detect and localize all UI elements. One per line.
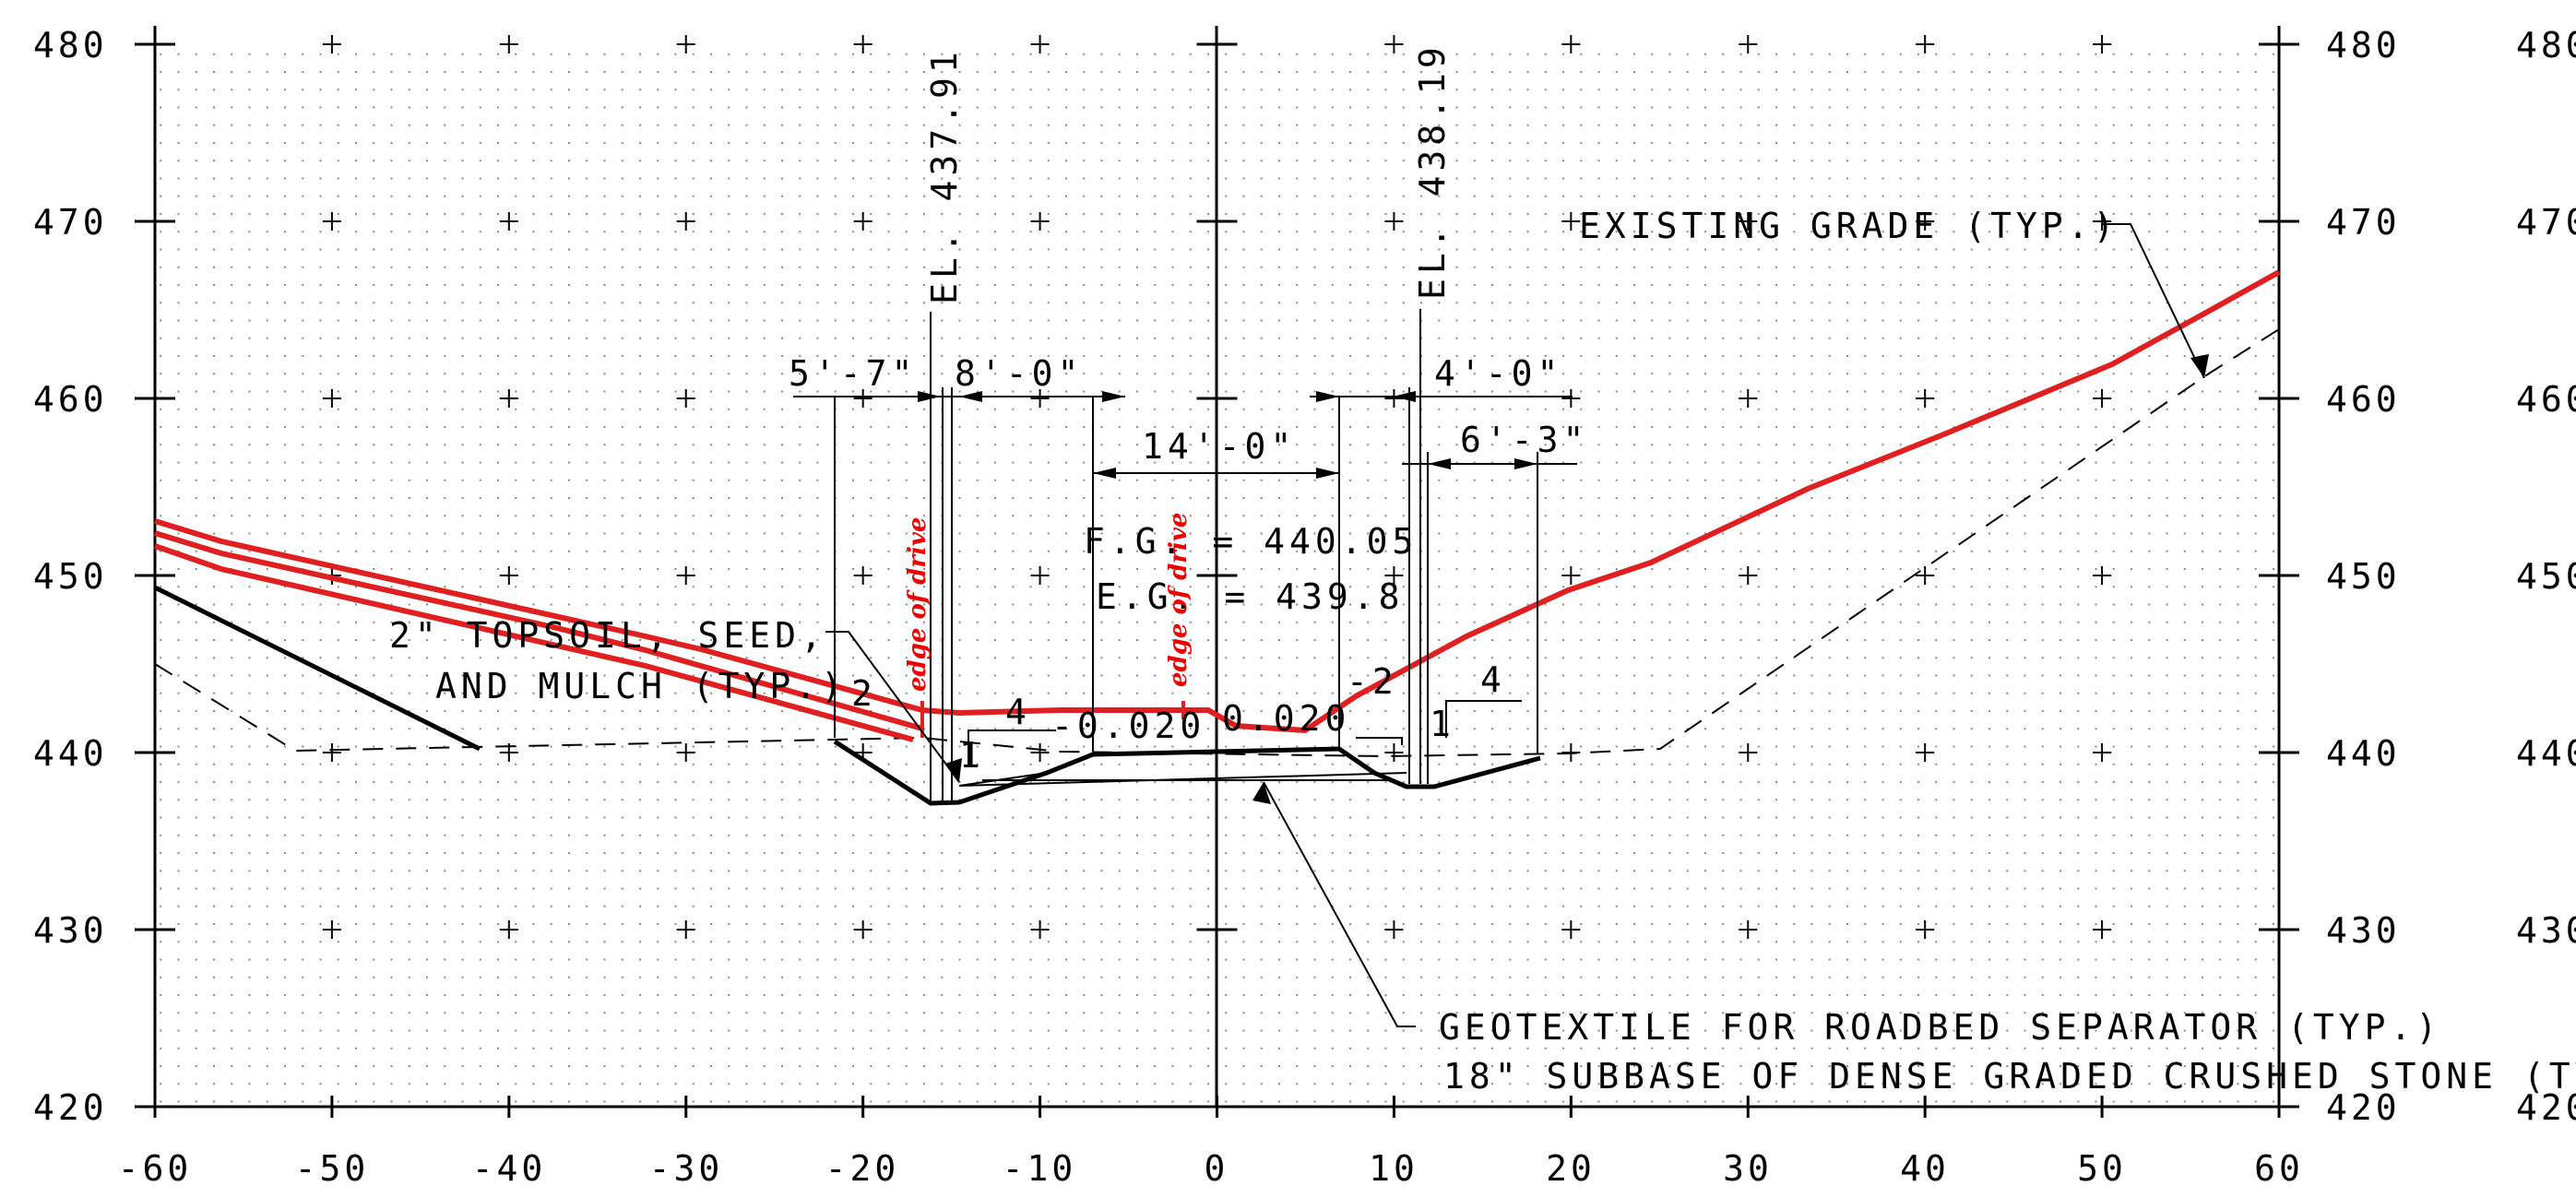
cross-slope-right: 0.020 [1222,698,1350,739]
y-tick-label: 480 [33,25,108,65]
finished-grade-elevation: F.G. = 440.05 [1084,521,1418,562]
y-tick-label: 450 [33,556,108,597]
x-tick-label: -10 [1003,1148,1077,1186]
x-tick-labels: -60 -50 -40 -30 -20 -10 0 10 20 30 40 50… [118,1148,2304,1186]
y-tick-label: 460 [2516,379,2576,420]
topsoil-note-line-1: 2" TOPSOIL, SEED, [389,615,826,656]
y-tick-label: 460 [2326,379,2401,420]
edge-of-drive-note: edge of drive [1165,513,1193,687]
y-tick-label: 440 [2516,733,2576,774]
y-tick-label: 420 [2326,1087,2401,1128]
y-tick-label: 430 [2516,910,2576,951]
x-tick-label: 60 [2254,1148,2304,1186]
y-tick-label: 420 [33,1087,108,1128]
plus-grid [322,35,2112,939]
slope-label: 1 [959,735,985,776]
y-tick-marks [135,42,2299,1109]
y-tick-label: 470 [2516,202,2576,243]
existing-grade-note: EXISTING GRADE (TYP.) [1579,206,2119,246]
y-tick-label: 460 [33,379,108,420]
y-tick-label: 440 [33,733,108,774]
y-tick-label: 470 [2326,202,2401,243]
dimension-8-0: 8'-0" [955,353,1083,394]
x-tick-label: -30 [649,1148,724,1186]
y-tick-labels-left: 480 470 460 450 440 430 420 [33,25,108,1128]
x-tick-label: 20 [1546,1148,1596,1186]
y-tick-label: 470 [33,202,108,243]
proposed-finished-grade [154,269,2281,742]
dimension-lines [793,223,2205,1027]
y-tick-labels-far-right: 480 470 460 450 440 430 420 [2516,25,2576,1128]
dimension-14-0: 14'-0" [1142,426,1296,467]
x-tick-label: -50 [295,1148,370,1186]
slope-label: -2 [1347,661,1398,702]
y-tick-label: 420 [2516,1087,2576,1128]
existing-grade-line [154,328,2280,758]
y-tick-label: 430 [33,910,108,951]
x-tick-label: 50 [2077,1148,2127,1186]
y-tick-label: 440 [2326,733,2401,774]
y-tick-label: 430 [2326,910,2401,951]
dimension-6-3: 6'-3" [1460,420,1588,460]
existing-grade-elevation: E.G. = 439.8 [1096,576,1405,617]
dimension-4-0: 4'-0" [1434,353,1562,394]
x-tick-label: -60 [118,1148,193,1186]
x-tick-label: 30 [1723,1148,1773,1186]
y-tick-label: 450 [2516,556,2576,597]
x-tick-label: 10 [1369,1148,1419,1186]
elevation-label-left: EL. 437.91 [924,47,965,304]
x-tick-label: -40 [472,1148,547,1186]
slope-label: 1 [1430,704,1455,744]
slope-label: 4 [1480,659,1506,700]
dimension-5-7: 5'-7" [789,353,917,394]
slope-label: 2 [851,673,877,714]
cross-slope-left: -0.020 [1051,706,1205,746]
x-tick-label: 0 [1205,1148,1229,1186]
slope-label: 4 [1005,692,1031,732]
elevation-label-right: EL. 438.19 [1412,42,1453,300]
proposed-subgrade [153,585,1541,806]
y-tick-labels-right: 480 470 460 450 440 430 420 [2326,25,2401,1128]
y-tick-label: 480 [2326,25,2401,65]
x-tick-marks [153,1096,2281,1118]
topsoil-note-line-2: AND MULCH (TYP.) [435,666,847,706]
geotextile-note: GEOTEXTILE FOR ROADBED SEPARATOR (TYP.) [1439,1007,2441,1048]
y-tick-label: 450 [2326,556,2401,597]
dimension-arrows [918,354,2209,804]
edge-of-drive-note: edge of drive [904,517,932,692]
x-tick-label: 40 [1900,1148,1950,1186]
subbase-note: 18" SUBBASE OF DENSE GRADED CRUSHED STON… [1443,1056,2576,1097]
x-tick-label: -20 [825,1148,900,1186]
y-tick-label: 480 [2516,25,2576,65]
